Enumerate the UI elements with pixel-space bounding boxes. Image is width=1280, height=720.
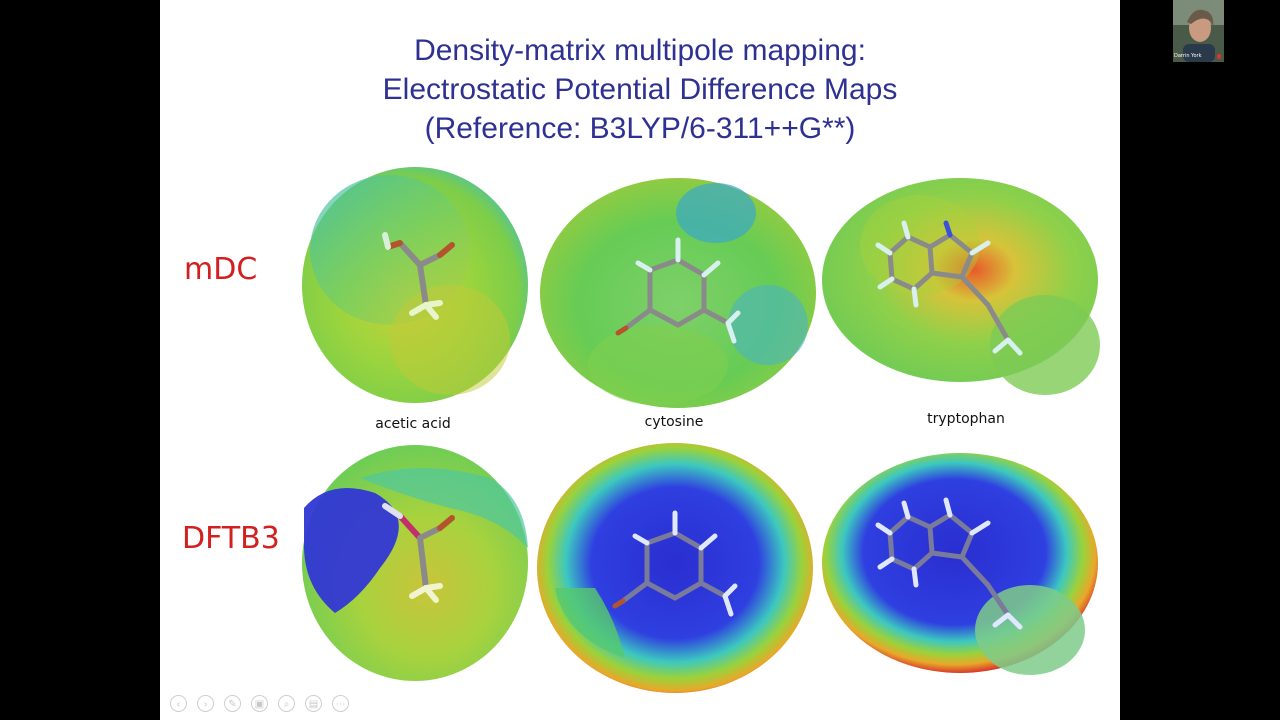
esp-map-tryptophan-dftb3 — [820, 445, 1102, 685]
slideshow-toolbar: ‹ › ✎ ▣ ⌕ ▤ ⋯ — [170, 695, 349, 715]
next-icon[interactable]: › — [197, 695, 214, 712]
slides-icon[interactable]: ▣ — [251, 695, 268, 712]
esp-map-tryptophan-mdc — [820, 165, 1102, 415]
caption-cytosine: cytosine — [644, 414, 704, 430]
prev-icon[interactable]: ‹ — [170, 695, 187, 712]
mic-muted-icon — [1217, 54, 1221, 59]
participant-video-thumbnail[interactable]: Darrin York — [1173, 0, 1224, 62]
row-label-mdc: mDC — [184, 252, 258, 287]
participant-name: Darrin York — [1174, 53, 1202, 59]
zoom-icon[interactable]: ⌕ — [278, 695, 295, 712]
slide-title-line-2: Electrostatic Potential Difference Maps — [382, 73, 898, 106]
pen-icon[interactable]: ✎ — [224, 695, 241, 712]
esp-map-acetic-acid-dftb3 — [300, 438, 532, 688]
presentation-slide: Density-matrix multipole mapping: Electr… — [160, 0, 1120, 720]
caption-acetic-acid: acetic acid — [375, 416, 451, 432]
caption-tryptophan: tryptophan — [927, 411, 1005, 427]
esp-map-cytosine-dftb3 — [535, 438, 817, 700]
esp-map-cytosine-mdc — [538, 165, 818, 420]
slide-title-line-1: Density-matrix multipole mapping: — [414, 34, 866, 67]
more-icon[interactable]: ⋯ — [332, 695, 349, 712]
subtitles-icon[interactable]: ▤ — [305, 695, 322, 712]
participant-avatar — [1173, 0, 1224, 62]
slide-title-line-3: (Reference: B3LYP/6-311++G**) — [424, 112, 856, 145]
esp-map-acetic-acid-mdc — [300, 165, 532, 415]
row-label-dftb3: DFTB3 — [182, 521, 280, 556]
